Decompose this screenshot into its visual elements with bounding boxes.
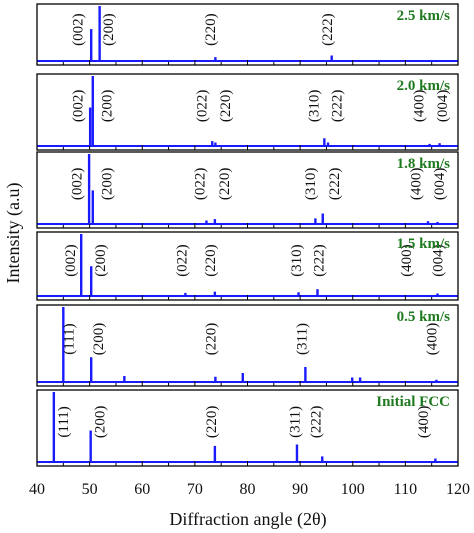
peak-label: (310) — [303, 168, 319, 201]
peak-label: (222) — [329, 90, 345, 123]
panel-title: Initial FCC — [376, 394, 450, 410]
x-tick-label: 120 — [446, 481, 470, 498]
panel-title: 2.0 km/s — [397, 78, 451, 94]
panel-title: 1.5 km/s — [397, 236, 451, 252]
panel-title: 1.8 km/s — [397, 156, 451, 172]
x-tick-label: 80 — [240, 481, 256, 498]
peak-label: (200) — [91, 323, 107, 356]
peak-label: (220) — [204, 406, 220, 439]
peak-label: (222) — [308, 406, 324, 439]
peak-label: (200) — [93, 406, 109, 439]
peak-label: (220) — [218, 90, 234, 123]
x-tick-label: 100 — [341, 481, 365, 498]
panel-1: (002) (200) (022) (220) (310) (222) (400) (004)… — [36, 73, 459, 151]
x-tick-label: 110 — [394, 481, 417, 498]
peak-label: (400) — [416, 406, 432, 439]
peak-label: (002) — [69, 168, 85, 201]
peak-label: (220) — [203, 13, 219, 46]
peak-label: (310) — [289, 244, 305, 277]
peak-label: (002) — [63, 244, 79, 277]
peak-label: (200) — [99, 168, 115, 201]
panel-5: (111) (200) (220) (311) (222) (400)Initial FC… — [36, 389, 459, 467]
peak-label: (310) — [306, 90, 322, 123]
y-axis-title: Intensity (a.u) — [3, 183, 24, 284]
peak-label: (200) — [99, 90, 115, 123]
x-tick-label: 50 — [82, 481, 98, 498]
x-axis: 40 50 60 70 80 90 100 110 120 — [29, 481, 470, 498]
peak-label: (222) — [327, 168, 343, 201]
peak-label: (222) — [320, 13, 336, 46]
peak-label: (200) — [93, 244, 109, 277]
peak-label: (004) — [435, 90, 451, 123]
peak-label: (022) — [193, 168, 209, 201]
peak-label: (311) — [295, 323, 311, 355]
peak-label: (222) — [312, 244, 328, 277]
peak-label: (002) — [71, 13, 87, 46]
peak-label: (220) — [204, 323, 220, 356]
panel-4: (111) (200) (220) (311) (400)0.5 km/s — [36, 304, 459, 387]
x-tick-label: 40 — [29, 481, 45, 498]
peak-label: (400) — [408, 168, 424, 201]
panel-title: 2.5 km/s — [397, 8, 451, 24]
peak-label: (022) — [175, 244, 191, 277]
peak-label: (311) — [287, 406, 303, 438]
peak-label: (111) — [56, 406, 72, 437]
peak-label: (200) — [101, 13, 117, 46]
panel-title: 0.5 km/s — [397, 309, 451, 325]
x-tick-label: 70 — [187, 481, 203, 498]
panels-group: (002) (200) (220) (222) 2.5 km/s(002) (200) (0… — [36, 3, 459, 467]
panel-3: (002) (200) (022) (220) (310) (222) (400) (004)… — [36, 231, 459, 301]
peak-label: (004) — [430, 244, 446, 277]
peak-label: (004) — [432, 168, 448, 201]
x-axis-title: Diffraction angle (2θ) — [169, 509, 326, 530]
peak-label: (022) — [195, 90, 211, 123]
x-tick-label: 60 — [134, 481, 150, 498]
panel-2: (002) (200) (022) (220) (310) (222) (400) (004)… — [36, 151, 459, 229]
peak-label: (220) — [203, 244, 219, 277]
peak-label: (400) — [399, 244, 415, 277]
x-tick-label: 90 — [292, 481, 308, 498]
panel-0: (002) (200) (220) (222) 2.5 km/s — [36, 3, 459, 66]
peak-label: (002) — [71, 90, 87, 123]
peak-label: (400) — [425, 323, 441, 356]
peak-label: (220) — [217, 168, 233, 201]
peak-label: (400) — [412, 90, 428, 123]
peak-label: (111) — [62, 323, 78, 354]
